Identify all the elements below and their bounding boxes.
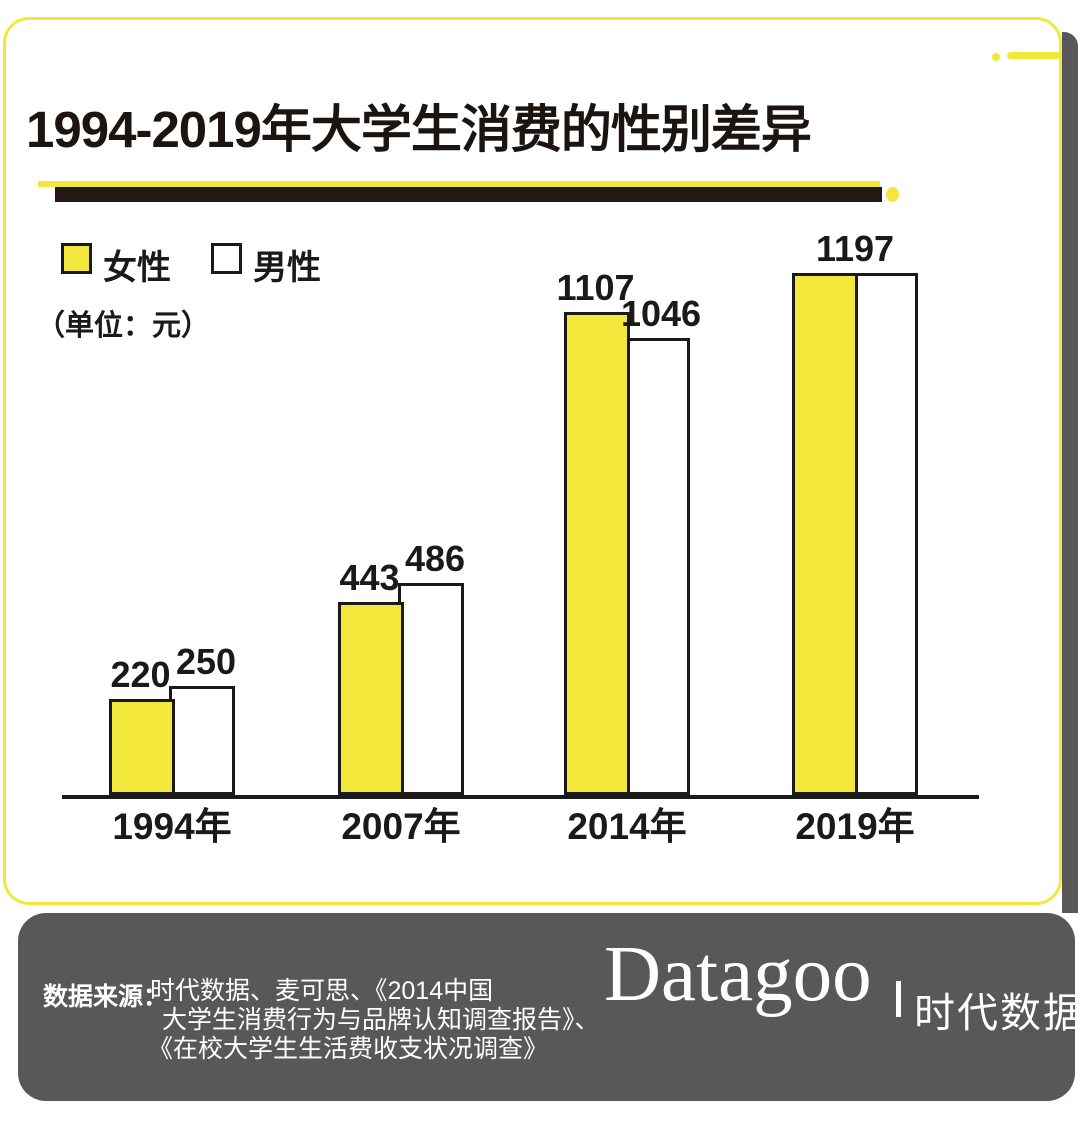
value-label-male-2014年: 1046 [620, 293, 702, 334]
unit-note: （单位：元） [36, 310, 211, 342]
value-label-female-2007年: 443 [339, 557, 400, 598]
footer-bar: 数据来源： 时代数据、麦可思、《2014中国 大学生消费行为与品牌认知调查报告》… [18, 913, 1080, 1101]
value-label-male-1994年: 250 [175, 641, 237, 682]
title-underline-black [55, 187, 882, 202]
card-drop-shadow [1062, 32, 1078, 913]
legend-swatch-female [61, 243, 92, 274]
data-source-line: 大学生消费行为与品牌认知调查报告》、 [162, 1006, 600, 1034]
bar-female-1994年 [109, 699, 175, 795]
data-source-line: 时代数据、麦可思、《2014中国 [150, 977, 494, 1005]
value-label-male-2007年: 486 [404, 538, 466, 579]
bar-male-1994年 [169, 686, 235, 795]
bar-male-2019年 [852, 273, 918, 795]
bar-male-2014年 [624, 338, 690, 795]
x-axis-label-2019年: 2019年 [795, 806, 915, 847]
data-source-label: 数据来源： [43, 983, 169, 1011]
x-axis-line [62, 795, 979, 799]
legend-label-female: 女性 [103, 249, 171, 287]
bar-female-2014年 [564, 312, 630, 795]
corner-accent-dash [1007, 52, 1062, 59]
title-underline-dot [886, 187, 899, 202]
title-underline-yellow [38, 181, 880, 187]
brand-logo-cjk: 时代数据 [914, 990, 1080, 1036]
logo-separator-bar [896, 981, 901, 1017]
data-source-text: 时代数据、麦可思、《2014中国 大学生消费行为与品牌认知调查报告》、 《在校大… [148, 977, 600, 1064]
value-label-female-2014年: 1107 [556, 267, 635, 308]
legend-label-male: 男性 [253, 249, 321, 287]
value-label-shared-2019年: 1197 [815, 228, 895, 269]
page-title: 1994-2019年大学生消费的性别差异 [26, 101, 812, 158]
bar-female-2007年 [338, 602, 404, 795]
x-axis-label-2007年: 2007年 [341, 806, 461, 847]
data-source-line: 《在校大学生生活费收支状况调查》 [148, 1035, 549, 1063]
x-axis-label-1994年: 1994年 [112, 806, 232, 847]
bar-female-2019年 [792, 273, 858, 795]
corner-accent-dot [992, 53, 1000, 61]
brand-logo-wordmark: Datagoo [604, 931, 872, 1018]
legend-swatch-male [211, 243, 242, 274]
bar-male-2007年 [398, 583, 464, 795]
value-label-female-1994年: 220 [110, 654, 171, 695]
x-axis-label-2014年: 2014年 [567, 806, 687, 847]
